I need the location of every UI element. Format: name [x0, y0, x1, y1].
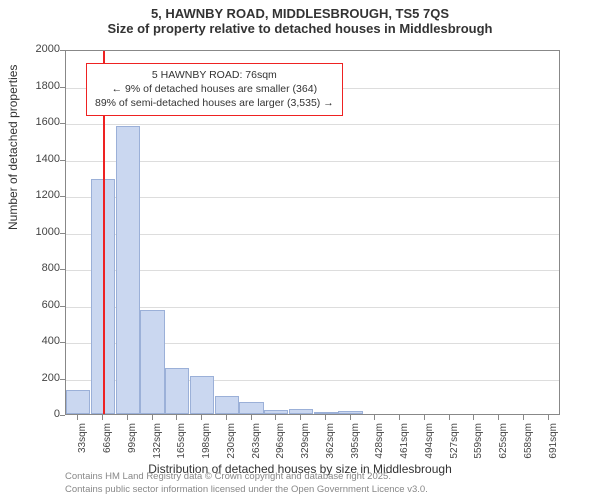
- x-tick: [102, 415, 103, 420]
- x-tick: [449, 415, 450, 420]
- x-tick: [424, 415, 425, 420]
- x-tick: [473, 415, 474, 420]
- x-tick-label: 296sqm: [275, 423, 286, 463]
- x-tick-label: 494sqm: [424, 423, 435, 463]
- annotation-line3: 89% of semi-detached houses are larger (…: [95, 96, 334, 110]
- y-tick-label: 600: [20, 299, 60, 311]
- histogram-bar: [165, 368, 189, 414]
- x-tick-label: 33sqm: [77, 423, 88, 463]
- x-tick-label: 329sqm: [300, 423, 311, 463]
- histogram-bar: [66, 390, 90, 414]
- copyright-block: Contains HM Land Registry data © Crown c…: [65, 471, 428, 496]
- x-tick: [275, 415, 276, 420]
- x-tick-label: 658sqm: [523, 423, 534, 463]
- x-tick: [176, 415, 177, 420]
- histogram-bar: [289, 409, 313, 414]
- y-tick: [60, 269, 65, 270]
- x-tick-label: 99sqm: [127, 423, 138, 463]
- y-tick-label: 2000: [20, 43, 60, 55]
- x-tick-label: 625sqm: [498, 423, 509, 463]
- copyright-line1: Contains HM Land Registry data © Crown c…: [65, 471, 428, 483]
- x-tick: [548, 415, 549, 420]
- x-tick-label: 263sqm: [251, 423, 262, 463]
- x-tick-label: 230sqm: [226, 423, 237, 463]
- histogram-bar: [264, 410, 288, 414]
- x-tick: [226, 415, 227, 420]
- x-tick-label: 66sqm: [102, 423, 113, 463]
- y-tick-label: 0: [20, 408, 60, 420]
- y-tick-label: 1600: [20, 116, 60, 128]
- histogram-bar: [215, 396, 239, 414]
- chart-title-line2: Size of property relative to detached ho…: [0, 21, 600, 36]
- y-tick: [60, 50, 65, 51]
- histogram-bar: [116, 126, 140, 414]
- x-tick-label: 198sqm: [201, 423, 212, 463]
- y-tick: [60, 87, 65, 88]
- y-tick: [60, 160, 65, 161]
- histogram-bar: [239, 402, 263, 414]
- y-tick-label: 1800: [20, 80, 60, 92]
- y-tick-label: 800: [20, 262, 60, 274]
- y-tick-label: 200: [20, 372, 60, 384]
- y-tick: [60, 342, 65, 343]
- x-tick: [325, 415, 326, 420]
- y-tick-label: 1000: [20, 226, 60, 238]
- x-tick-label: 132sqm: [152, 423, 163, 463]
- histogram-bar: [314, 412, 338, 414]
- annotation-line2: ← 9% of detached houses are smaller (364…: [95, 82, 334, 96]
- y-tick-label: 1200: [20, 189, 60, 201]
- x-tick: [251, 415, 252, 420]
- histogram-bar: [338, 411, 362, 414]
- y-tick-label: 400: [20, 335, 60, 347]
- x-tick: [152, 415, 153, 420]
- x-tick-label: 559sqm: [473, 423, 484, 463]
- y-tick: [60, 306, 65, 307]
- chart-title-line1: 5, HAWNBY ROAD, MIDDLESBROUGH, TS5 7QS: [0, 6, 600, 21]
- y-tick: [60, 379, 65, 380]
- y-tick: [60, 123, 65, 124]
- y-tick: [60, 196, 65, 197]
- x-tick-label: 165sqm: [176, 423, 187, 463]
- x-tick-label: 362sqm: [325, 423, 336, 463]
- x-tick-label: 461sqm: [399, 423, 410, 463]
- y-tick: [60, 415, 65, 416]
- copyright-line2: Contains public sector information licen…: [65, 484, 428, 496]
- x-tick: [523, 415, 524, 420]
- x-tick: [77, 415, 78, 420]
- x-tick: [498, 415, 499, 420]
- x-tick: [201, 415, 202, 420]
- x-tick: [374, 415, 375, 420]
- y-tick-label: 1400: [20, 153, 60, 165]
- histogram-plot: 5 HAWNBY ROAD: 76sqm ← 9% of detached ho…: [65, 50, 560, 415]
- y-tick: [60, 233, 65, 234]
- x-tick-label: 691sqm: [548, 423, 559, 463]
- histogram-bar: [140, 310, 164, 414]
- x-tick: [127, 415, 128, 420]
- histogram-bar: [190, 376, 214, 414]
- x-tick: [350, 415, 351, 420]
- x-tick: [300, 415, 301, 420]
- x-tick: [399, 415, 400, 420]
- x-tick-label: 428sqm: [374, 423, 385, 463]
- marker-annotation: 5 HAWNBY ROAD: 76sqm ← 9% of detached ho…: [86, 63, 343, 116]
- annotation-line1: 5 HAWNBY ROAD: 76sqm: [95, 68, 334, 82]
- x-tick-label: 395sqm: [350, 423, 361, 463]
- x-tick-label: 527sqm: [449, 423, 460, 463]
- y-axis-title: Number of detached properties: [6, 65, 20, 230]
